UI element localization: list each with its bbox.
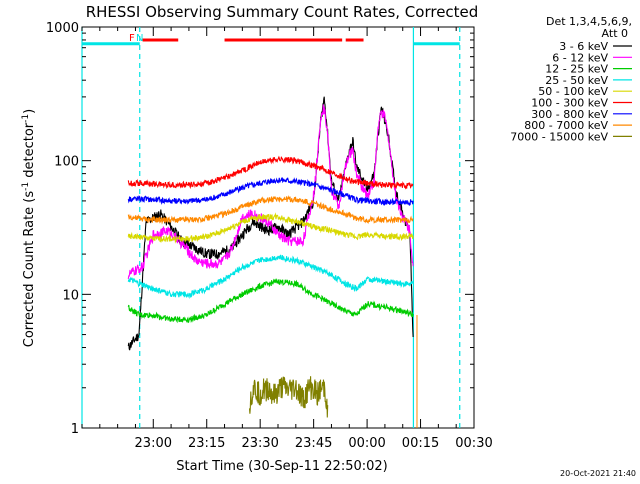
legend-label-0: 3 - 6 keV xyxy=(559,40,608,53)
series-line-2 xyxy=(127,277,414,324)
series-line-8 xyxy=(248,376,329,418)
y-axis-label-main: Corrected Count Rate (s xyxy=(22,191,37,348)
legend-label-6: 300 - 800 keV xyxy=(531,108,608,121)
y-tick-label: 100 xyxy=(54,155,79,170)
flag-letter: F xyxy=(129,33,135,44)
legend-label-8: 7000 - 15000 keV xyxy=(510,130,608,143)
x-tick-label: 23:00 xyxy=(135,436,172,451)
series-line-6 xyxy=(127,177,414,206)
y-tick-label: 1 xyxy=(71,422,79,437)
x-axis-label: Start Time (30-Sep-11 22:50:02) xyxy=(176,459,387,474)
legend-header-line2: Att 0 xyxy=(602,27,628,40)
legend-label-1: 6 - 12 keV xyxy=(552,51,608,64)
x-tick-label: 00:00 xyxy=(348,436,385,451)
y-axis-label: Corrected Count Rate (s-1 detector-1) xyxy=(21,109,37,347)
y-tick-label: 1000 xyxy=(46,21,79,36)
axis-layer: 1 10 100 1000 23:00 23:15 23:30 23:45 00:00 00:15… xyxy=(46,21,493,451)
series-line-7 xyxy=(127,194,414,225)
series-line-1 xyxy=(127,104,414,279)
x-tick-label: 00:15 xyxy=(402,436,439,451)
x-tick-label: 23:45 xyxy=(295,436,332,451)
x-tick-label: 23:15 xyxy=(188,436,225,451)
y-tick-label: 10 xyxy=(62,288,79,303)
legend-label-5: 100 - 300 keV xyxy=(531,97,608,110)
chart-title: RHESSI Observing Summary Count Rates, Co… xyxy=(86,3,479,21)
y-axis-label-end: ) xyxy=(22,109,37,114)
flag-letter: N xyxy=(136,33,143,44)
timestamp: 20-Oct-2021 21:40 xyxy=(560,469,636,478)
x-tick-label: 00:30 xyxy=(455,436,492,451)
legend-header-line1: Det 1,3,4,5,6,9, xyxy=(546,15,632,28)
legend-label-2: 12 - 25 keV xyxy=(545,63,608,76)
y-axis-label-sup1: -1 xyxy=(21,182,31,191)
legend-label-3: 25 - 50 keV xyxy=(545,74,608,87)
series-line-5 xyxy=(127,155,414,190)
y-axis-label-sup2: -1 xyxy=(21,114,31,123)
series-layer xyxy=(127,96,414,418)
series-line-3 xyxy=(127,254,414,300)
legend-label-4: 50 - 100 keV xyxy=(538,85,608,98)
legend-label-7: 800 - 7000 keV xyxy=(524,119,608,132)
y-axis-label-mid: detector xyxy=(22,122,37,182)
series-line-4 xyxy=(127,212,414,244)
x-tick-label: 23:30 xyxy=(241,436,278,451)
